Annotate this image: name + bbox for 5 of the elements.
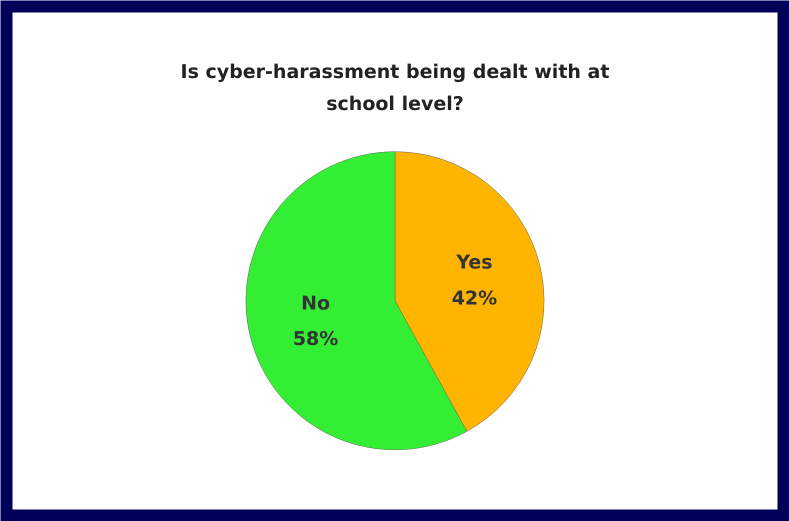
data-label: 42% (452, 287, 498, 310)
slice-label: No (301, 292, 330, 314)
chart-title: Is cyber-harassment being dealt with at school level? (180, 61, 610, 115)
slice-label: Yes (455, 251, 493, 274)
data-label: 58% (292, 328, 338, 350)
